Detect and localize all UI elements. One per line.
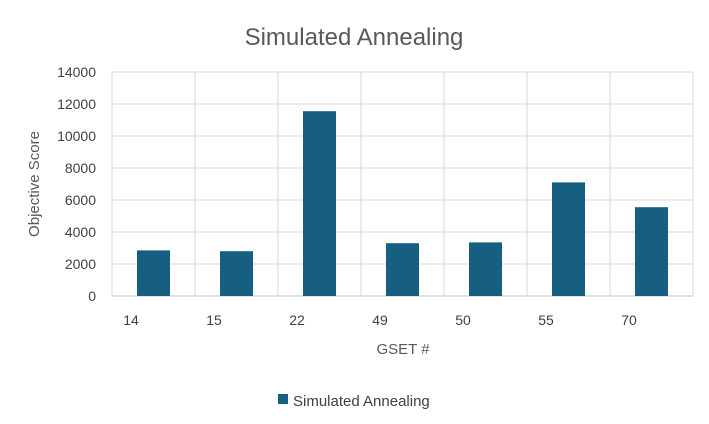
bar-49 (386, 243, 419, 296)
bar-15 (220, 251, 253, 296)
y-tick-label: 10000 (57, 128, 96, 144)
x-axis-label: GSET # (376, 341, 430, 358)
x-tick-label: 55 (538, 312, 554, 328)
bar-70 (635, 207, 668, 296)
x-tick-labels: 14 15 22 49 50 55 70 (123, 312, 637, 328)
bars (137, 111, 668, 296)
x-tick-label: 50 (455, 312, 471, 328)
x-tick-label: 15 (206, 312, 222, 328)
gridlines (111, 71, 694, 297)
chart-title: Simulated Annealing (245, 24, 464, 51)
y-axis-label: Objective Score (26, 131, 43, 237)
x-tick-label: 49 (372, 312, 388, 328)
bar-55 (552, 182, 585, 296)
bar-50 (469, 242, 502, 296)
y-tick-label: 4000 (65, 224, 96, 240)
legend-swatch (278, 394, 288, 404)
x-tick-label: 14 (123, 312, 139, 328)
y-tick-label: 14000 (57, 64, 96, 80)
x-tick-label: 70 (621, 312, 637, 328)
x-tick-label: 22 (289, 312, 305, 328)
bar-22 (303, 111, 336, 296)
legend: Simulated Annealing (278, 393, 430, 410)
y-tick-label: 12000 (57, 96, 96, 112)
legend-label: Simulated Annealing (293, 393, 430, 410)
y-tick-label: 8000 (65, 160, 96, 176)
y-tick-label: 0 (88, 288, 96, 304)
y-tick-label: 6000 (65, 192, 96, 208)
y-tick-labels: 0 2000 4000 6000 8000 10000 12000 14000 (57, 64, 96, 304)
bar-14 (137, 250, 170, 296)
y-tick-label: 2000 (65, 256, 96, 272)
